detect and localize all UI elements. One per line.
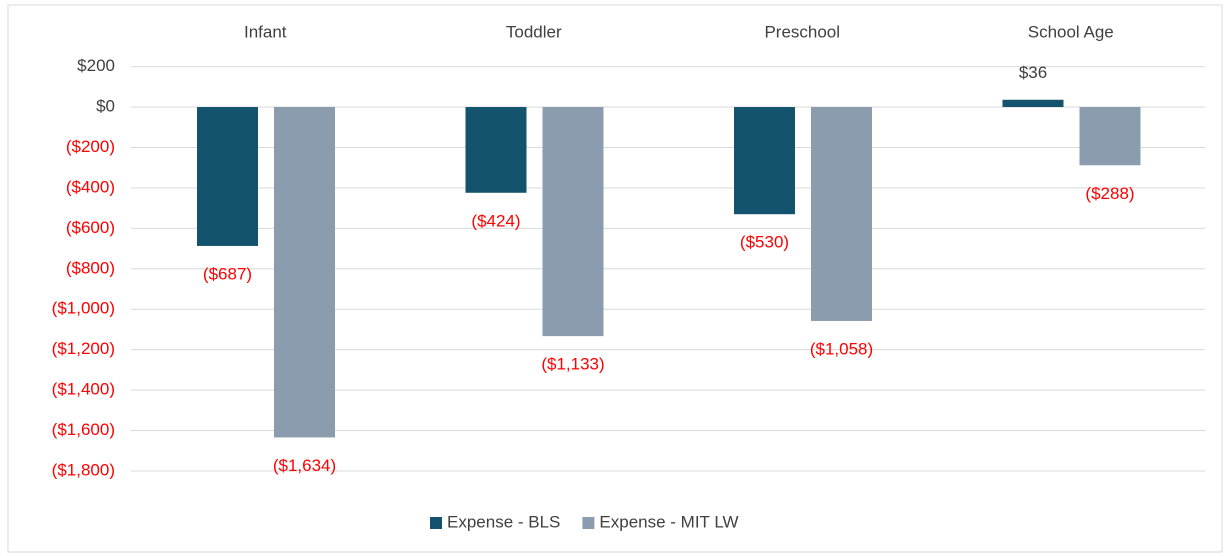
bar xyxy=(1002,99,1064,108)
bar xyxy=(197,107,258,246)
data-label: $36 xyxy=(1019,63,1047,82)
x-tick-label: Toddler xyxy=(506,22,562,41)
x-tick-label: Infant xyxy=(244,22,287,41)
chart-frame xyxy=(7,4,1223,553)
legend-swatch xyxy=(582,517,595,529)
x-tick-label: School Age xyxy=(1028,22,1114,41)
y-tick-label: ($200) xyxy=(66,137,115,156)
data-label: ($687) xyxy=(203,264,252,283)
y-tick-label: $200 xyxy=(77,56,115,75)
data-label: ($288) xyxy=(1085,184,1134,203)
legend-label: Expense - BLS xyxy=(447,512,560,531)
y-tick-label: ($600) xyxy=(66,218,115,237)
legend-swatch xyxy=(430,517,442,529)
y-tick-label: ($1,200) xyxy=(52,339,115,358)
y-tick-label: ($400) xyxy=(66,177,115,196)
y-tick-label: ($1,600) xyxy=(52,420,115,439)
data-label: ($1,634) xyxy=(273,456,336,475)
data-label: ($424) xyxy=(471,211,520,230)
data-label: ($530) xyxy=(740,233,789,252)
y-tick-label: ($1,400) xyxy=(52,380,115,399)
y-tick-label: ($800) xyxy=(66,258,115,277)
bar xyxy=(542,107,604,337)
legend-label: Expense - MIT LW xyxy=(599,512,738,531)
bar xyxy=(811,107,872,321)
x-tick-label: Preschool xyxy=(764,22,840,41)
y-tick-label: $0 xyxy=(96,97,115,116)
bar xyxy=(734,107,795,215)
y-tick-label: ($1,000) xyxy=(52,299,115,318)
data-label: ($1,133) xyxy=(541,355,604,374)
y-tick-label: ($1,800) xyxy=(52,460,115,479)
data-label: ($1,058) xyxy=(810,339,873,358)
bar xyxy=(274,107,335,438)
bar xyxy=(1079,107,1141,166)
bar xyxy=(465,107,527,193)
